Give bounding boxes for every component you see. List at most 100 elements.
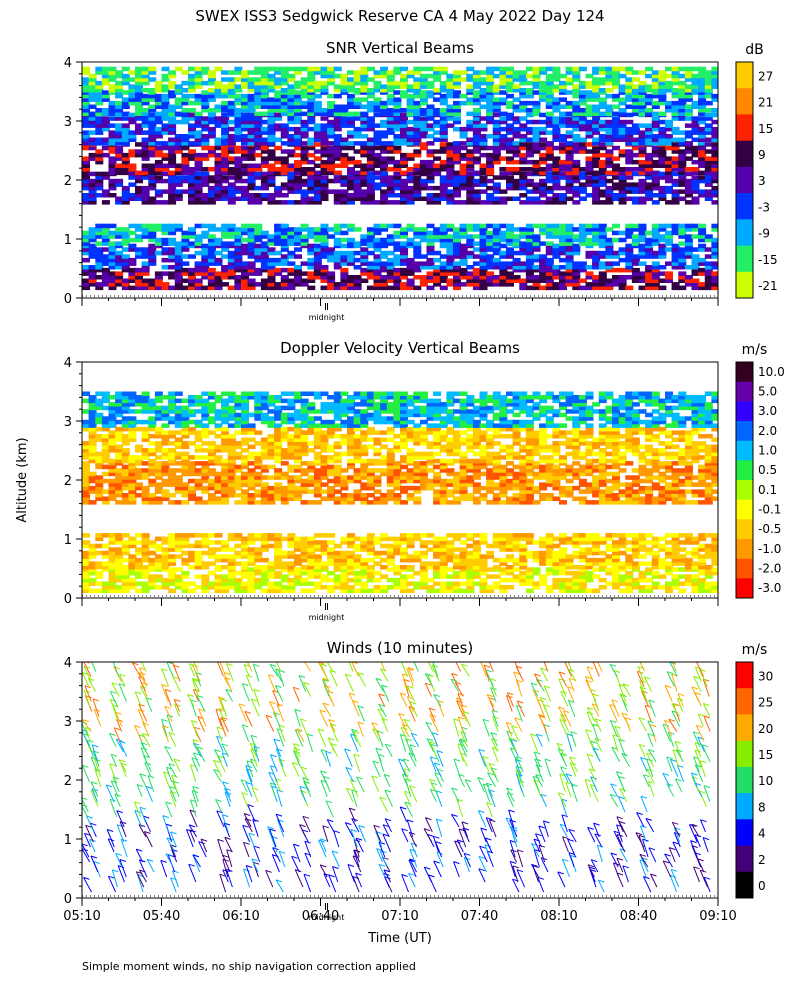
heatmap-cell	[161, 409, 170, 414]
heatmap-cell	[698, 257, 707, 263]
heatmap-cell	[380, 282, 389, 287]
heatmap-cell	[168, 567, 177, 572]
heatmap-cell	[506, 271, 514, 276]
heatmap-cell	[201, 585, 210, 590]
heatmap-cell	[525, 73, 534, 79]
heatmap-cell	[572, 193, 581, 198]
heatmap-cell	[486, 282, 495, 287]
heatmap-cell	[439, 167, 448, 172]
heatmap-cell	[201, 243, 210, 249]
heatmap-cell	[678, 159, 687, 165]
heatmap-cell	[665, 178, 673, 184]
colorbar-label: 21	[758, 96, 773, 110]
heatmap-cell	[373, 265, 382, 270]
heatmap-cell	[572, 149, 581, 154]
heatmap-cell	[181, 543, 190, 549]
heatmap-cell	[108, 100, 117, 106]
heatmap-cell	[684, 189, 693, 194]
heatmap-cell	[82, 471, 90, 477]
heatmap-cell	[340, 282, 349, 287]
heatmap-cell	[188, 130, 196, 135]
heatmap-cell	[506, 123, 514, 128]
heatmap-cell	[638, 111, 647, 117]
heatmap-cell	[227, 175, 236, 180]
heatmap-cell	[214, 175, 223, 180]
heatmap-cell	[161, 84, 170, 89]
heatmap-cell	[512, 70, 521, 75]
heatmap-cell	[141, 398, 150, 404]
heatmap-cell	[400, 116, 408, 121]
heatmap-cell	[373, 70, 382, 75]
heatmap-cell	[406, 93, 415, 99]
heatmap-cell	[181, 581, 190, 586]
heatmap-cell	[194, 175, 203, 180]
heatmap-cell	[194, 540, 203, 545]
heatmap-cell	[492, 243, 501, 249]
heatmap-cell	[135, 533, 143, 538]
heatmap-cell	[578, 123, 587, 128]
heatmap-cell	[578, 97, 587, 102]
heatmap-cell	[108, 250, 117, 256]
heatmap-cell	[307, 93, 316, 99]
heatmap-cell	[426, 275, 435, 280]
heatmap-cell	[101, 282, 110, 287]
heatmap-cell	[539, 170, 548, 176]
heatmap-cell	[386, 119, 395, 125]
heatmap-cell	[453, 243, 461, 249]
heatmap-cell	[141, 137, 150, 142]
heatmap-cell	[512, 250, 521, 256]
heatmap-cell	[545, 267, 554, 273]
heatmap-cell	[552, 250, 561, 256]
heatmap-cell	[525, 261, 534, 266]
heatmap-cell	[466, 159, 475, 165]
heatmap-cell	[181, 430, 190, 435]
heatmap-cell	[545, 230, 554, 236]
heatmap-cell	[294, 104, 302, 109]
heatmap-cell	[294, 100, 302, 106]
heatmap-cell	[446, 250, 455, 256]
heatmap-cell	[115, 455, 124, 460]
heatmap-cell	[221, 540, 230, 545]
heatmap-cell	[294, 137, 302, 142]
heatmap-cell	[82, 285, 90, 291]
heatmap-cell	[174, 577, 183, 583]
heatmap-cell	[506, 247, 514, 252]
heatmap-cell	[194, 585, 203, 590]
heatmap-cell	[194, 533, 203, 538]
heatmap-cell	[95, 489, 104, 494]
heatmap-cell	[247, 137, 256, 142]
heatmap-cell	[88, 119, 97, 125]
heatmap-cell	[221, 159, 230, 165]
heatmap-cell	[135, 574, 143, 579]
heatmap-cell	[128, 223, 137, 229]
heatmap-cell	[413, 261, 422, 266]
heatmap-cell	[360, 193, 369, 198]
heatmap-cell	[128, 77, 137, 82]
heatmap-cell	[181, 536, 190, 542]
heatmap-cell	[532, 145, 541, 151]
heatmap-cell	[691, 130, 700, 135]
heatmap-cell	[446, 88, 455, 93]
heatmap-cell	[645, 175, 654, 180]
heatmap-cell	[512, 116, 521, 121]
heatmap-cell	[234, 257, 243, 263]
heatmap-cell	[221, 152, 230, 158]
heatmap-cell	[572, 189, 581, 194]
heatmap-cell	[121, 391, 130, 396]
heatmap-cell	[638, 227, 647, 232]
heatmap-cell	[519, 243, 528, 249]
heatmap-cell	[188, 185, 196, 191]
heatmap-cell	[135, 567, 143, 572]
heatmap-cell	[333, 108, 342, 113]
heatmap-cell	[121, 167, 130, 172]
heatmap-cell	[101, 261, 110, 266]
heatmap-cell	[625, 234, 634, 239]
heatmap-cell	[347, 167, 355, 172]
heatmap-cell	[115, 540, 124, 545]
heatmap-cell	[492, 100, 501, 106]
heatmap-cell	[360, 70, 369, 75]
heatmap-cell	[168, 458, 177, 464]
heatmap-cell	[188, 123, 196, 128]
heatmap-cell	[598, 145, 607, 151]
heatmap-cell	[658, 149, 667, 154]
